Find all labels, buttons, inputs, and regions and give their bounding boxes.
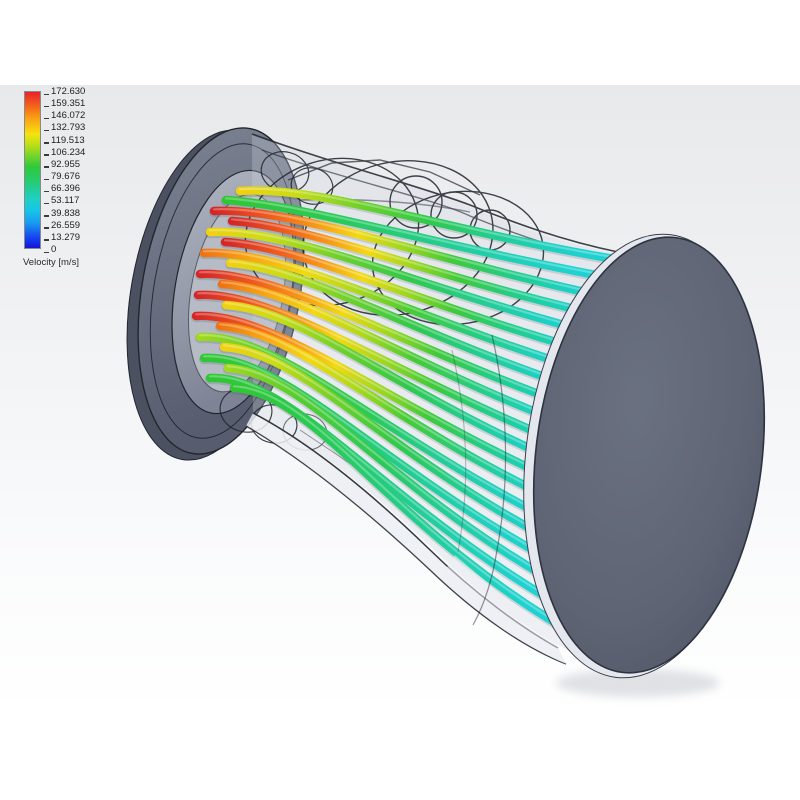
legend-tick-mark <box>44 239 49 241</box>
legend-tick-label: 159.351 <box>51 98 86 110</box>
legend-tick-mark <box>44 251 49 253</box>
legend-tick-label: 0 <box>51 244 57 255</box>
streamline <box>199 353 605 590</box>
legend-tick-label: 66.396 <box>51 183 81 195</box>
streamline <box>235 186 650 269</box>
legend-tick-mark <box>44 178 49 181</box>
legend-tick-label: 132.793 <box>51 122 86 134</box>
streamline <box>223 363 603 610</box>
legend-tick-mark <box>44 129 49 132</box>
streamline <box>208 375 598 625</box>
streamline <box>205 373 601 630</box>
legend-tick-mark <box>44 154 49 156</box>
legend-tick-mark <box>44 227 49 229</box>
streamline <box>208 228 640 344</box>
legend-tick-label: 172.630 <box>51 86 86 97</box>
streamline <box>226 365 600 605</box>
legend-color-bar <box>24 91 41 249</box>
outlet-disc <box>523 233 766 679</box>
duct-front-wall <box>440 334 566 664</box>
streamline <box>229 383 599 650</box>
streamline <box>224 197 647 284</box>
velocity-legend: 172.630 159.351 146.072 132.793 119.513 106.2… <box>11 85 141 285</box>
streamline <box>209 206 647 309</box>
disc-shadow <box>556 669 720 697</box>
streamline <box>227 216 645 329</box>
legend-tick-label: 106.234 <box>51 146 86 158</box>
legend-tick-mark <box>44 215 49 217</box>
legend-tick-label: 79.676 <box>51 171 81 183</box>
streamline <box>205 227 643 349</box>
streamline <box>230 218 642 324</box>
legend-tick-mark <box>44 117 49 120</box>
streamline <box>238 187 647 264</box>
streamline <box>232 385 596 645</box>
legend-tick-label: 13.279 <box>51 231 81 243</box>
legend-tick-label: 53.117 <box>51 195 80 207</box>
streamline <box>212 208 644 304</box>
legend-tick-label: 39.838 <box>51 207 81 219</box>
legend-tick-mark <box>44 202 49 205</box>
legend-tick-mark <box>44 105 49 108</box>
legend-tick-label: 119.513 <box>51 134 85 146</box>
streamline <box>202 355 602 585</box>
outlet-face <box>532 236 766 674</box>
legend-tick-mark <box>44 142 49 144</box>
legend-tick-mark <box>44 93 49 95</box>
legend-caption: Velocity [m/s] <box>23 257 79 268</box>
legend-tick-mark <box>44 190 49 193</box>
streamline <box>221 195 650 289</box>
legend-tick-label: 26.559 <box>51 219 81 231</box>
legend-tick-label: 92.955 <box>51 158 81 170</box>
legend-tick-label: 146.072 <box>51 110 86 122</box>
legend-tick-mark <box>44 166 49 168</box>
